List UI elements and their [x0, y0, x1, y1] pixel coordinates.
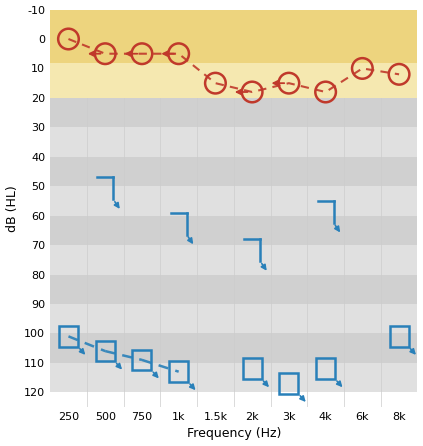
Bar: [242, 359, 262, 379]
Bar: [50, 245, 418, 275]
Point: [65, 35, 72, 42]
Bar: [50, 9, 418, 39]
Bar: [169, 361, 188, 382]
Point: [359, 65, 366, 72]
X-axis label: Frequency (Hz): Frequency (Hz): [187, 427, 281, 441]
Bar: [50, 127, 418, 157]
Bar: [316, 359, 335, 379]
Bar: [50, 98, 418, 127]
Bar: [50, 9, 418, 98]
Point: [249, 88, 255, 95]
Point: [175, 50, 182, 57]
Bar: [50, 9, 418, 62]
Point: [396, 71, 402, 78]
Bar: [50, 186, 418, 216]
Bar: [390, 326, 409, 347]
Point: [322, 88, 329, 95]
Bar: [50, 216, 418, 245]
Y-axis label: dB (HL): dB (HL): [5, 185, 19, 231]
Bar: [50, 275, 418, 304]
Bar: [50, 363, 418, 392]
Bar: [50, 304, 418, 334]
Bar: [96, 341, 115, 361]
Bar: [50, 39, 418, 68]
Bar: [50, 334, 418, 363]
Bar: [279, 373, 298, 394]
Bar: [132, 350, 151, 370]
Point: [212, 79, 219, 87]
Point: [102, 50, 109, 57]
Point: [139, 50, 146, 57]
Point: [286, 79, 292, 87]
Bar: [50, 157, 418, 186]
Bar: [50, 68, 418, 98]
Bar: [59, 326, 78, 347]
